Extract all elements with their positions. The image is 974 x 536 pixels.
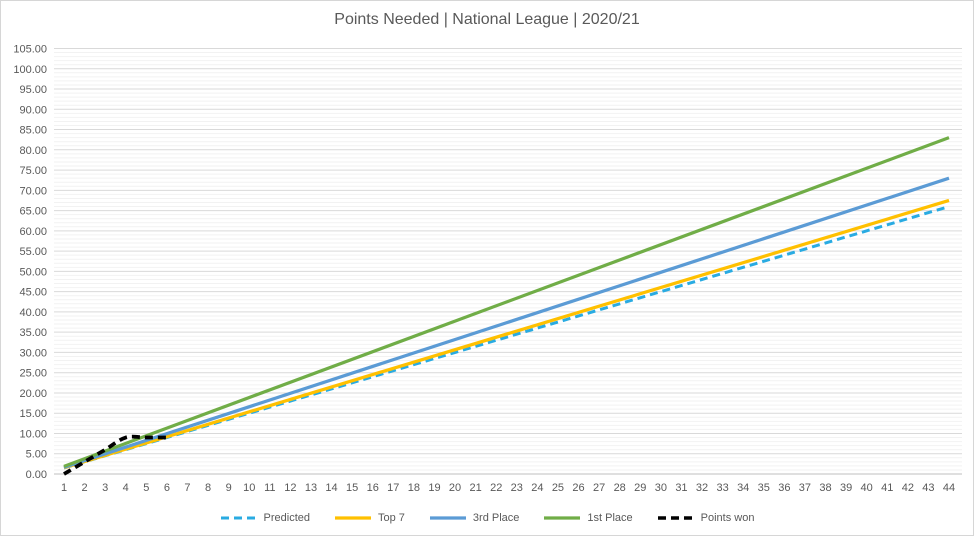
- chart-title: Points Needed | National League | 2020/2…: [334, 11, 640, 28]
- x-axis-label: 30: [655, 482, 667, 494]
- x-axis-label: 21: [470, 482, 482, 494]
- legend-item-top7: Top 7: [334, 512, 405, 524]
- x-axis-label: 7: [184, 482, 190, 494]
- series-line-3rd-place: [63, 176, 950, 469]
- y-axis-label: 90.00: [19, 104, 47, 116]
- x-axis-label: 38: [819, 482, 831, 494]
- x-axis-label: 34: [737, 482, 749, 494]
- legend-label-predicted: Predicted: [263, 512, 310, 524]
- y-axis-label: 40.00: [19, 307, 47, 319]
- x-axis-label: 9: [226, 482, 232, 494]
- x-axis-label: 28: [614, 482, 626, 494]
- x-axis-label: 8: [205, 482, 211, 494]
- y-axis-label: 0.00: [26, 469, 47, 481]
- legend-item-predicted: Predicted: [220, 512, 310, 524]
- legend-line-points-won-icon: [657, 516, 694, 520]
- y-axis-label: 70.00: [19, 185, 47, 197]
- legend-label-3rd-place: 3rd Place: [472, 512, 520, 524]
- y-axis-label: 50.00: [19, 266, 47, 278]
- y-axis-label: 65.00: [19, 206, 47, 218]
- y-axis-label: 100.00: [13, 64, 47, 76]
- y-axis-label: 30.00: [19, 347, 47, 359]
- y-axis-label: 80.00: [19, 145, 47, 157]
- series-line-top-7: [63, 198, 950, 470]
- y-axis-label: 20.00: [19, 388, 47, 400]
- x-axis-label: 3: [102, 482, 108, 494]
- legend: Predicted Top 7 3rd Place 1st Place Poin…: [1, 512, 973, 524]
- x-axis-label: 39: [840, 482, 852, 494]
- x-axis-label: 14: [325, 482, 337, 494]
- x-axis-label: 19: [428, 482, 440, 494]
- x-axis-label: 5: [143, 482, 149, 494]
- y-axis-label: 105.00: [13, 44, 47, 56]
- x-axis-label: 17: [387, 482, 399, 494]
- x-axis-label: 12: [284, 482, 296, 494]
- y-axis-label: 5.00: [26, 449, 47, 461]
- x-axis-label: 24: [531, 482, 543, 494]
- x-axis-label: 35: [758, 482, 770, 494]
- series-line-predicted: [63, 205, 950, 470]
- x-axis-label: 25: [552, 482, 564, 494]
- x-axis-label: 1: [61, 482, 67, 494]
- y-axis-label: 95.00: [19, 84, 47, 96]
- y-axis-label: 25.00: [19, 368, 47, 380]
- legend-line-3rd-place-icon: [429, 516, 466, 520]
- x-axis-label: 6: [164, 482, 170, 494]
- legend-item-points-won: Points won: [657, 512, 755, 524]
- y-axis-label: 45.00: [19, 287, 47, 299]
- series-line-1st-place: [63, 136, 950, 468]
- x-axis-label: 4: [123, 482, 129, 494]
- legend-item-1st-place: 1st Place: [543, 512, 633, 524]
- legend-label-top7: Top 7: [378, 512, 405, 524]
- legend-item-3rd-place: 3rd Place: [429, 512, 519, 524]
- y-axis-label: 10.00: [19, 428, 47, 440]
- x-axis-label: 32: [696, 482, 708, 494]
- x-axis-label: 23: [511, 482, 523, 494]
- x-axis-label: 37: [799, 482, 811, 494]
- y-axis-label: 60.00: [19, 226, 47, 238]
- legend-label-1st-place: 1st Place: [587, 512, 633, 524]
- x-axis-label: 33: [716, 482, 728, 494]
- x-axis-label: 29: [634, 482, 646, 494]
- x-axis-label: 41: [881, 482, 893, 494]
- x-axis-label: 26: [572, 482, 584, 494]
- legend-line-predicted-icon: [220, 516, 257, 520]
- legend-line-top7-icon: [335, 516, 371, 520]
- y-axis-label: 75.00: [19, 165, 47, 177]
- x-axis-label: 43: [922, 482, 934, 494]
- x-axis-label: 44: [943, 482, 955, 494]
- x-axis-label: 22: [490, 482, 502, 494]
- x-axis-label: 15: [346, 482, 358, 494]
- x-axis-label: 18: [408, 482, 420, 494]
- x-axis-label: 27: [593, 482, 605, 494]
- x-axis-label: 16: [367, 482, 379, 494]
- x-axis-label: 13: [305, 482, 317, 494]
- y-axis-label: 85.00: [19, 125, 47, 137]
- x-axis-label: 20: [449, 482, 461, 494]
- x-axis-label: 40: [861, 482, 873, 494]
- series-line-points-won: [63, 434, 167, 476]
- legend-label-points-won: Points won: [700, 512, 755, 524]
- y-axis-label: 35.00: [19, 327, 47, 339]
- y-axis-label: 15.00: [19, 408, 47, 420]
- x-axis-label: 10: [243, 482, 255, 494]
- x-axis-label: 2: [82, 482, 88, 494]
- x-axis-label: 36: [778, 482, 790, 494]
- x-axis-label: 31: [675, 482, 687, 494]
- x-axis-label: 42: [902, 482, 914, 494]
- legend-line-1st-place-icon: [544, 516, 581, 520]
- x-axis-label: 11: [264, 482, 275, 494]
- y-axis-label: 55.00: [19, 246, 47, 258]
